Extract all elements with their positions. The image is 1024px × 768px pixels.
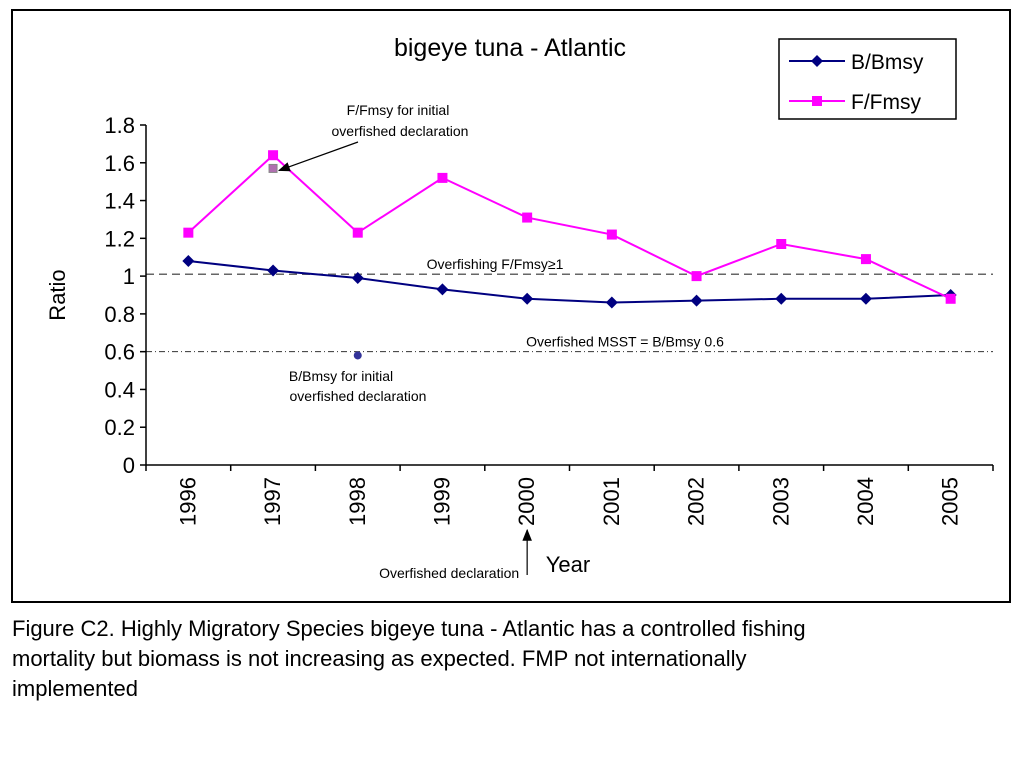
series-line-b-bmsy [188, 260, 951, 304]
data-point [776, 239, 787, 249]
y-tick-label: 1.8 [104, 113, 135, 138]
annotation-f-initial-line2: overfished declaration [332, 123, 469, 139]
x-axis-label: Year [546, 552, 590, 577]
x-tick-label: 1996 [175, 477, 200, 526]
legend-marker [812, 96, 822, 106]
x-tick-label: 1998 [345, 477, 370, 526]
initial-f-point [268, 163, 278, 173]
annotation-f-arrow [277, 141, 359, 172]
y-tick-label: 1.2 [104, 226, 135, 251]
data-point [690, 294, 703, 307]
annotation-f-initial-line1: F/Fmsy for initial [347, 102, 450, 118]
data-point [859, 292, 872, 305]
annotation-b-initial-line2: overfished declaration [290, 388, 427, 404]
data-point [605, 296, 618, 309]
caption-line: implemented [12, 676, 138, 701]
data-point [522, 212, 533, 223]
y-tick-label: 0 [123, 453, 135, 478]
initial-b-point [353, 351, 362, 360]
x-tick-label: 2001 [599, 477, 624, 526]
y-tick-label: 1.4 [104, 189, 135, 214]
x-tick-label: 1997 [260, 477, 285, 526]
caption-line: Figure C2. Highly Migratory Species bige… [12, 616, 806, 641]
x-tick-label: 2003 [768, 477, 793, 526]
legend-marker [811, 55, 823, 67]
data-point [267, 264, 280, 277]
chart-svg: Overfishing F/Fmsy≥1 Overfished MSST = B/… [45, 34, 994, 581]
x-tick-label: 2005 [938, 477, 963, 526]
data-point [606, 229, 617, 240]
data-point [437, 172, 448, 183]
legend-label: B/Bmsy [851, 51, 924, 74]
data-point [182, 255, 195, 267]
data-point [775, 292, 788, 305]
y-tick-label: 0.2 [104, 415, 135, 440]
annotation-declaration-label: Overfished declaration [379, 565, 519, 581]
chart-title: bigeye tuna - Atlantic [394, 34, 626, 62]
x-tick-label: 1999 [429, 477, 454, 526]
x-tick-label: 2004 [853, 477, 878, 526]
data-point [860, 254, 871, 265]
series-line-f-fmsy [187, 153, 952, 300]
legend-box [778, 38, 957, 120]
caption-line: mortality but biomass is not increasing … [12, 646, 747, 671]
data-point [945, 293, 956, 304]
y-tick-label: 0.6 [104, 340, 135, 365]
y-axis-label: Ratio [45, 269, 70, 320]
data-point [183, 227, 194, 238]
data-point [436, 283, 449, 296]
y-tick-label: 0.4 [104, 377, 135, 402]
data-point [691, 271, 702, 282]
legend-label: F/Fmsy [851, 91, 921, 114]
data-point [351, 272, 364, 284]
data-point [521, 292, 534, 305]
x-tick-label: 2000 [514, 477, 539, 526]
chart-frame: Overfishing F/Fmsy≥1 Overfished MSST = B/… [11, 9, 1011, 603]
data-point [268, 150, 279, 161]
figure-caption: Figure C2. Highly Migratory Species bige… [12, 614, 1012, 704]
y-tick-label: 1 [123, 264, 135, 289]
annotation-b-initial-line1: B/Bmsy for initial [289, 368, 393, 384]
data-point [352, 227, 363, 238]
overfishing-threshold-label: Overfishing F/Fmsy≥1 [427, 256, 564, 272]
y-tick-label: 1.6 [104, 151, 135, 176]
y-tick-label: 0.8 [104, 302, 135, 327]
overfished-threshold-label: Overfished MSST = B/Bmsy 0.6 [526, 334, 724, 350]
x-tick-label: 2002 [684, 477, 709, 526]
